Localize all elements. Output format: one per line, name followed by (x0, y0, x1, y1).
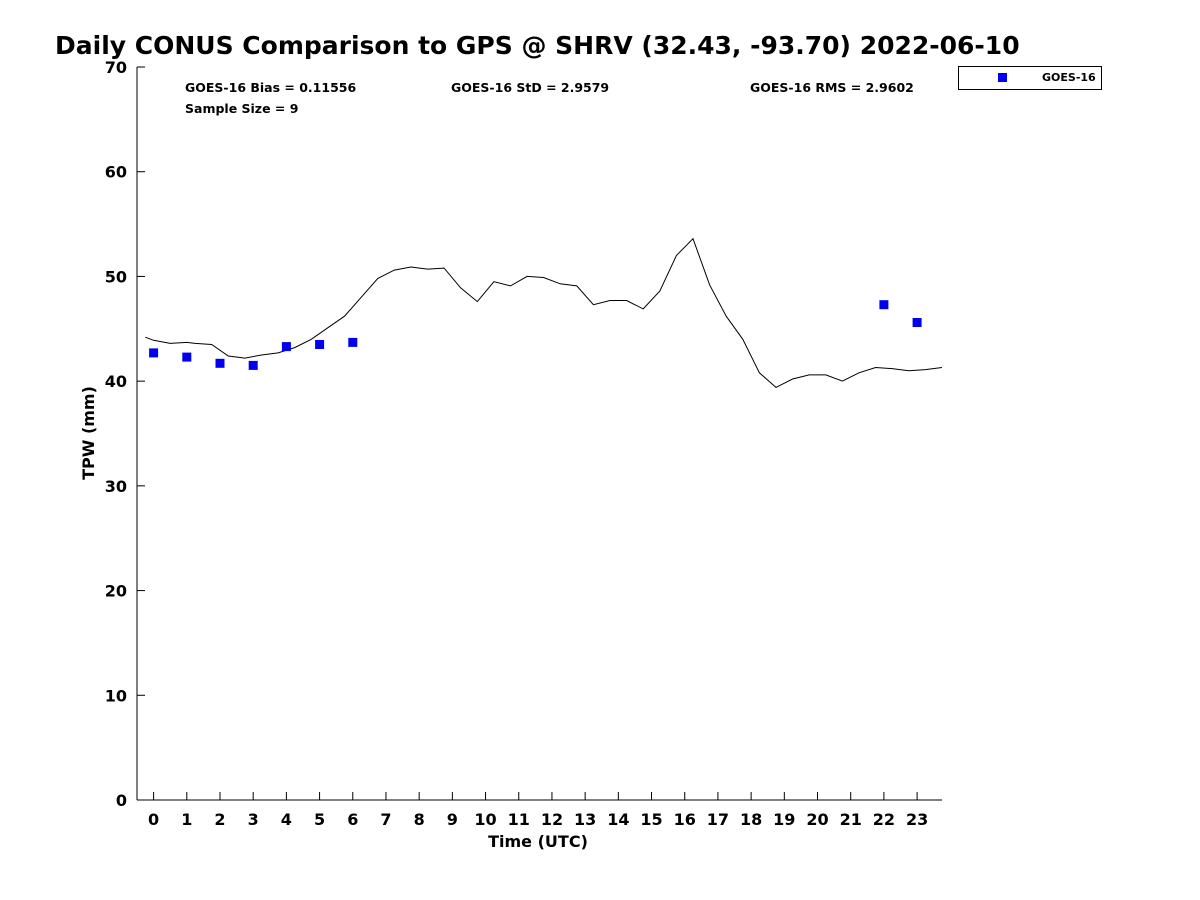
y-tick-label: 60 (105, 163, 127, 182)
x-tick-label: 16 (674, 810, 696, 829)
goes16-point (248, 360, 258, 370)
x-tick-label: 4 (281, 810, 292, 829)
y-tick-label: 70 (105, 58, 127, 77)
y-tick-label: 20 (105, 582, 127, 601)
x-tick-label: 2 (214, 810, 225, 829)
goes16-point (879, 300, 889, 310)
x-tick-label: 1 (181, 810, 192, 829)
goes16-point (315, 340, 325, 349)
x-tick-label: 22 (873, 810, 895, 829)
x-tick-label: 6 (347, 810, 358, 829)
y-axis-ticks: 0 10 20 30 40 50 60 70 (105, 58, 145, 810)
goes16-point (348, 337, 358, 347)
x-tick-label: 8 (414, 810, 425, 829)
x-tick-label: 20 (806, 810, 828, 829)
goes16-point (215, 358, 225, 368)
x-tick-label: 12 (541, 810, 563, 829)
goes16-point (149, 348, 159, 358)
y-tick-label: 40 (105, 372, 127, 391)
y-axis-label: TPW (mm) (79, 386, 98, 480)
goes16-point (912, 318, 922, 327)
chart-title: Daily CONUS Comparison to GPS @ SHRV (32… (55, 31, 1020, 60)
x-tick-label: 10 (474, 810, 496, 829)
legend-box (958, 66, 1102, 90)
x-tick-label: 17 (707, 810, 729, 829)
x-tick-label: 21 (840, 810, 862, 829)
x-axis-ticks: 0 1 2 3 4 5 6 7 8 9 10 11 12 13 14 15 16 17 18 19 20 21 22 23 (148, 792, 928, 829)
x-tick-label: 5 (314, 810, 325, 829)
y-tick-label: 30 (105, 477, 127, 496)
stat-bias: GOES-16 Bias = 0.11556 (185, 80, 356, 95)
goes16-point (281, 342, 291, 352)
x-tick-label: 15 (640, 810, 662, 829)
y-tick-label: 0 (116, 791, 127, 810)
x-tick-label: 18 (740, 810, 762, 829)
goes16-point (182, 352, 192, 362)
legend-label-goes16: GOES-16 (1042, 71, 1096, 84)
stat-rms: GOES-16 RMS = 2.9602 (750, 80, 914, 95)
legend-marker-goes16 (998, 73, 1007, 82)
x-tick-label: 14 (607, 810, 629, 829)
y-tick-label: 50 (105, 267, 127, 286)
y-tick-label: 10 (105, 686, 127, 705)
x-tick-label: 3 (248, 810, 259, 829)
x-tick-label: 19 (773, 810, 795, 829)
x-tick-label: 13 (574, 810, 596, 829)
stat-sample-size: Sample Size = 9 (185, 101, 298, 116)
legend: GOES-16 (958, 66, 1102, 90)
x-tick-label: 9 (447, 810, 458, 829)
gps-tpw-line (145, 237, 943, 388)
x-tick-label: 0 (148, 810, 159, 829)
x-tick-label: 11 (508, 810, 530, 829)
x-tick-label: 7 (380, 810, 391, 829)
stat-std: GOES-16 StD = 2.9579 (451, 80, 609, 95)
x-axis-label: Time (UTC) (488, 832, 588, 851)
series-layer (145, 237, 943, 388)
x-tick-label: 23 (906, 810, 928, 829)
